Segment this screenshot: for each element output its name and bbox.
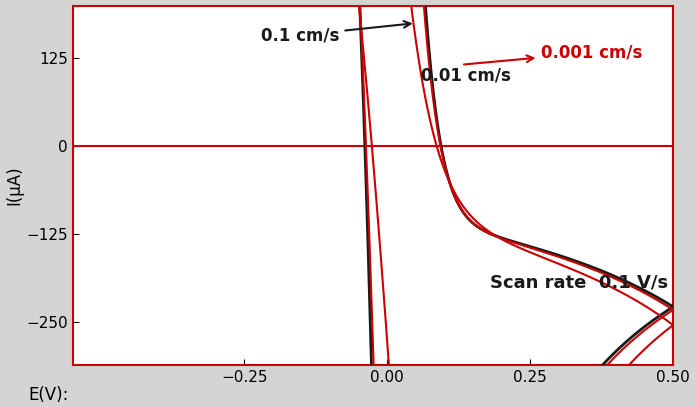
Text: 0.1 cm/s: 0.1 cm/s xyxy=(261,21,411,44)
Text: 0.01 cm/s: 0.01 cm/s xyxy=(421,67,511,85)
Text: 0.001 cm/s: 0.001 cm/s xyxy=(464,44,643,64)
Text: Scan rate  0.1 V/s: Scan rate 0.1 V/s xyxy=(490,273,668,291)
X-axis label: E(V):: E(V): xyxy=(28,386,69,404)
Y-axis label: I(μA): I(μA) xyxy=(6,165,24,205)
